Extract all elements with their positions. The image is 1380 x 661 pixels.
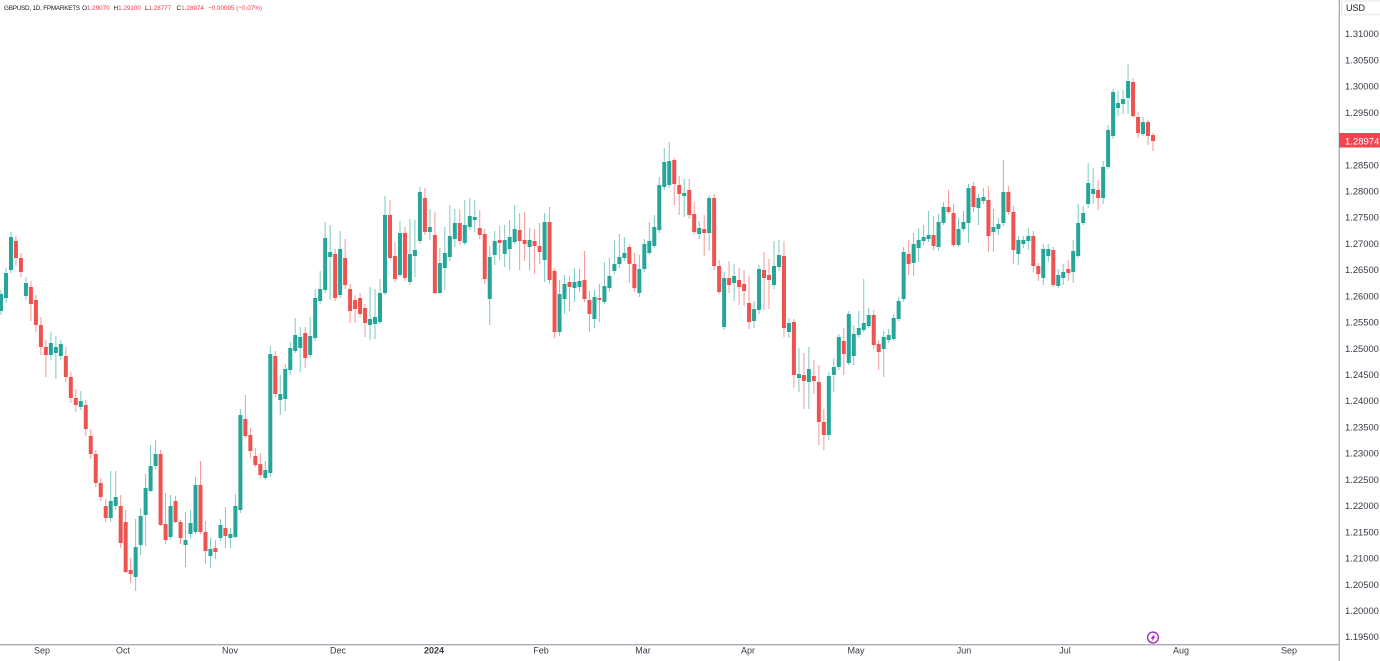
svg-text:1.30500: 1.30500 bbox=[1345, 54, 1379, 65]
svg-text:1.23500: 1.23500 bbox=[1345, 422, 1379, 433]
svg-text:1.24000: 1.24000 bbox=[1345, 395, 1379, 406]
svg-text:May: May bbox=[847, 646, 865, 656]
svg-text:1.22500: 1.22500 bbox=[1345, 474, 1379, 485]
svg-text:1.21000: 1.21000 bbox=[1345, 553, 1379, 564]
svg-text:1.31000: 1.31000 bbox=[1345, 28, 1379, 39]
svg-text:GBPUSD, 1D, FPMARKETS: GBPUSD, 1D, FPMARKETS bbox=[4, 5, 80, 12]
svg-text:Sep: Sep bbox=[34, 646, 50, 656]
svg-text:Jul: Jul bbox=[1059, 646, 1071, 656]
svg-text:1.23000: 1.23000 bbox=[1345, 448, 1379, 459]
svg-text:L1.28777: L1.28777 bbox=[145, 5, 172, 12]
svg-text:2024: 2024 bbox=[424, 646, 444, 656]
svg-text:Dec: Dec bbox=[330, 646, 347, 656]
svg-text:Sep: Sep bbox=[1281, 646, 1297, 656]
svg-text:Nov: Nov bbox=[222, 646, 239, 656]
svg-text:1.27000: 1.27000 bbox=[1345, 238, 1379, 249]
svg-text:−0.00095 (−0.07%): −0.00095 (−0.07%) bbox=[208, 5, 262, 12]
svg-text:Oct: Oct bbox=[116, 646, 131, 656]
svg-text:O1.29070: O1.29070 bbox=[82, 5, 110, 12]
svg-text:1.29500: 1.29500 bbox=[1345, 107, 1379, 118]
svg-text:Jun: Jun bbox=[957, 646, 972, 656]
svg-text:1.20000: 1.20000 bbox=[1345, 605, 1379, 616]
svg-text:C1.28974: C1.28974 bbox=[177, 5, 205, 12]
svg-text:1.20500: 1.20500 bbox=[1345, 579, 1379, 590]
svg-text:Mar: Mar bbox=[635, 646, 651, 656]
svg-text:Apr: Apr bbox=[741, 646, 755, 656]
svg-text:Aug: Aug bbox=[1173, 646, 1189, 656]
svg-text:1.26000: 1.26000 bbox=[1345, 290, 1379, 301]
svg-text:1.28974: 1.28974 bbox=[1345, 136, 1379, 147]
svg-text:1.21500: 1.21500 bbox=[1345, 526, 1379, 537]
svg-text:Feb: Feb bbox=[533, 646, 549, 656]
svg-text:1.19500: 1.19500 bbox=[1345, 631, 1379, 642]
svg-text:H1.29100: H1.29100 bbox=[114, 5, 142, 12]
svg-text:1.28000: 1.28000 bbox=[1345, 186, 1379, 197]
svg-text:1.25500: 1.25500 bbox=[1345, 317, 1379, 328]
svg-text:USD: USD bbox=[1346, 3, 1366, 13]
svg-text:1.28500: 1.28500 bbox=[1345, 159, 1379, 170]
svg-text:1.30000: 1.30000 bbox=[1345, 81, 1379, 92]
svg-text:1.25000: 1.25000 bbox=[1345, 343, 1379, 354]
svg-text:1.22000: 1.22000 bbox=[1345, 500, 1379, 511]
svg-text:1.24500: 1.24500 bbox=[1345, 369, 1379, 380]
svg-text:1.27500: 1.27500 bbox=[1345, 212, 1379, 223]
svg-text:1.26500: 1.26500 bbox=[1345, 264, 1379, 275]
